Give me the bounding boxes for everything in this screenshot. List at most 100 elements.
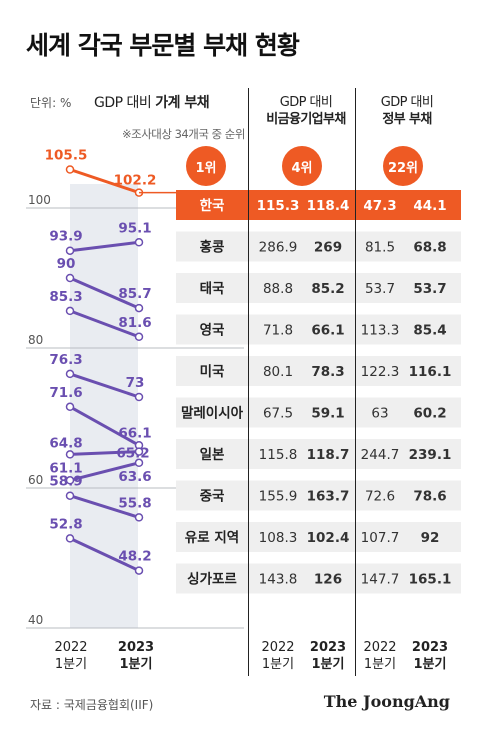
- point-2022-0: [65, 165, 75, 174]
- rank-note: ※조사대상 34개국 중 순위: [122, 127, 245, 141]
- slope-line-0: [69, 168, 140, 195]
- divider-government: [355, 88, 356, 676]
- gov-year-label-2022: 2022 1분기: [355, 639, 405, 673]
- corp-2022-4: 80.1: [263, 364, 293, 380]
- gov-2022-4: 122.3: [361, 364, 400, 380]
- point-2022-2: [65, 273, 75, 283]
- corp-2023-8: 102.4: [307, 530, 350, 546]
- year-label-2022: 2022 1분기: [46, 639, 96, 673]
- corp-year-2022: 2022: [261, 640, 295, 655]
- corp-2023-3: 66.1: [311, 323, 344, 339]
- point-2022-9: [65, 534, 75, 543]
- value-label-2023-4: 73: [126, 375, 145, 391]
- source-note: 자료 : 국제금융협회(IIF): [30, 698, 154, 712]
- country-label-5: 말레이시아: [181, 405, 244, 422]
- gov-2023-5: 60.2: [413, 406, 446, 422]
- gov-2023-4: 116.1: [409, 364, 452, 380]
- value-label-2022-2: 90: [57, 256, 76, 272]
- value-label-2023-9: 48.2: [118, 549, 151, 565]
- country-label-6: 일본: [200, 447, 225, 463]
- corp-2023-9: 126: [314, 572, 342, 588]
- country-label-8: 유로 지역: [185, 529, 239, 546]
- value-label-2023-1: 95.1: [118, 220, 151, 236]
- gov-year-label-2023: 2023 1분기: [405, 639, 455, 673]
- household-rank-badge: 1위: [186, 146, 226, 186]
- corp-2022-1: 286.9: [259, 240, 298, 256]
- point-2022-7: [65, 476, 75, 485]
- corp-year-label-2022: 2022 1분기: [253, 639, 303, 673]
- value-label-2022-0: 105.5: [45, 148, 88, 164]
- gov-2022-2: 53.7: [365, 281, 395, 297]
- country-label-4: 미국: [200, 364, 225, 380]
- corporate-header-line2: 비금융기업부채: [266, 112, 346, 127]
- country-label-9: 싱가포르: [187, 572, 237, 588]
- table-row-bg-6: [176, 439, 461, 469]
- corp-2023-2: 85.2: [311, 281, 344, 297]
- corp-2022-8: 108.3: [259, 530, 298, 546]
- corp-2022-0: 115.3: [257, 198, 300, 214]
- table-row-bg-4: [176, 356, 461, 386]
- corp-quarter-2022: 1분기: [261, 657, 295, 672]
- year-2022: 2022: [54, 640, 88, 655]
- table-row-bg-9: [176, 563, 461, 594]
- gov-2022-9: 147.7: [361, 572, 400, 588]
- value-label-2022-6: 64.8: [49, 435, 82, 451]
- year-2023: 2023: [117, 640, 155, 655]
- slope-line-4: [69, 372, 140, 399]
- value-label-2023-7: 63.6: [118, 469, 151, 485]
- government-header-line2: 정부 부채: [382, 112, 432, 127]
- gov-year-2022: 2022: [363, 640, 397, 655]
- point-2022-8: [65, 491, 75, 500]
- y-tick-40: 40: [28, 613, 43, 627]
- unit-label: 단위: %: [30, 96, 72, 110]
- value-label-2022-4: 76.3: [49, 352, 82, 368]
- gov-2022-1: 81.5: [365, 240, 395, 256]
- gov-2023-1: 68.8: [413, 240, 446, 256]
- point-2022-3: [65, 306, 75, 316]
- gov-2022-8: 107.7: [361, 530, 400, 546]
- point-2023-6: [134, 447, 144, 456]
- corporate-debt-header: GDP 대비 비금융기업부채: [256, 94, 356, 128]
- corp-2022-6: 115.8: [259, 447, 298, 463]
- gov-quarter-2023: 1분기: [413, 657, 447, 672]
- gov-2023-8: 92: [421, 530, 440, 546]
- point-2022-1: [65, 246, 75, 255]
- value-label-2023-3: 81.6: [118, 315, 151, 331]
- corp-2023-6: 118.7: [307, 447, 350, 463]
- corp-2022-7: 155.9: [259, 489, 298, 505]
- point-2023-1: [134, 238, 144, 247]
- point-2023-8: [134, 513, 144, 522]
- gov-2023-9: 165.1: [409, 572, 452, 588]
- y-tick-60: 60: [28, 473, 43, 487]
- value-label-2022-1: 93.9: [49, 229, 82, 245]
- value-label-2022-3: 85.3: [49, 289, 82, 305]
- household-header-prefix: GDP 대비: [94, 95, 156, 111]
- table-row-bg-0: [176, 190, 461, 220]
- slope-line-6: [69, 450, 140, 456]
- gov-2022-7: 72.6: [365, 489, 395, 505]
- value-label-2023-0: 102.2: [114, 173, 157, 189]
- gov-2023-3: 85.4: [413, 323, 446, 339]
- gov-2022-6: 244.7: [361, 447, 400, 463]
- point-2023-9: [134, 566, 144, 575]
- table-row-bg-3: [176, 314, 461, 345]
- y-tick-80: 80: [28, 333, 43, 347]
- country-label-2: 태국: [200, 281, 225, 297]
- point-2023-4: [134, 392, 144, 402]
- divider-corporate: [248, 88, 249, 676]
- gov-2022-0: 47.3: [363, 198, 396, 214]
- table-row-bg-5: [176, 397, 461, 428]
- point-2022-4: [65, 369, 75, 379]
- government-header-line1: GDP 대비: [380, 95, 434, 110]
- gov-2023-7: 78.6: [413, 489, 446, 505]
- gov-2023-2: 53.7: [413, 281, 446, 297]
- point-2023-2: [134, 303, 144, 313]
- brand-logo: The JoongAng: [323, 692, 450, 711]
- government-debt-header: GDP 대비 정부 부채: [357, 94, 457, 128]
- corp-year-label-2023: 2023 1분기: [303, 639, 353, 673]
- value-label-2022-5: 71.6: [49, 385, 82, 401]
- value-label-2023-8: 55.8: [118, 495, 151, 511]
- gov-2022-3: 113.3: [361, 323, 400, 339]
- corporate-header-line1: GDP 대비: [279, 95, 333, 110]
